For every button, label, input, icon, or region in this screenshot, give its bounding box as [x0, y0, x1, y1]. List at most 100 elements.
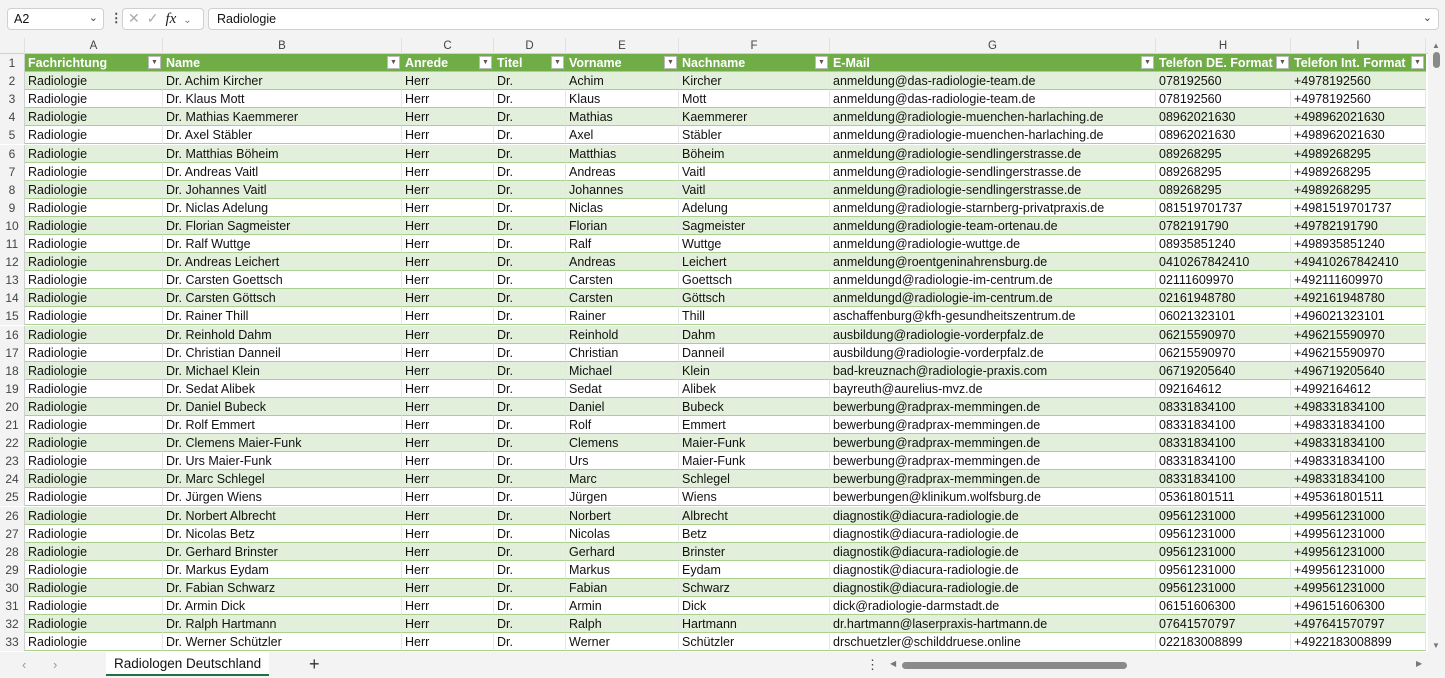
cell-nachname[interactable]: Alibek — [679, 379, 830, 398]
row-header[interactable]: 11 — [0, 235, 25, 254]
cell-nachname[interactable]: Klein — [679, 361, 830, 380]
cell-email[interactable]: dr.hartmann@laserpraxis-hartmann.de — [830, 615, 1156, 634]
cell-anrede[interactable]: Herr — [402, 524, 494, 543]
cell-telefon-de[interactable]: 09561231000 — [1156, 542, 1291, 561]
cell-vorname[interactable]: Mathias — [566, 108, 679, 127]
cell-telefon-int[interactable]: +4989268295 — [1291, 144, 1426, 163]
cell-anrede[interactable]: Herr — [402, 72, 494, 91]
cell-vorname[interactable]: Gerhard — [566, 542, 679, 561]
row-header[interactable]: 25 — [0, 488, 25, 507]
cell-email[interactable]: diagnostik@diacura-radiologie.de — [830, 506, 1156, 525]
cell-titel[interactable]: Dr. — [494, 216, 566, 235]
cell-name[interactable]: Dr. Reinhold Dahm — [163, 325, 402, 344]
cell-telefon-int[interactable]: +496215590970 — [1291, 343, 1426, 362]
column-header-a[interactable]: A — [25, 38, 163, 54]
cell-fachrichtung[interactable]: Radiologie — [25, 343, 163, 362]
cell-vorname[interactable]: Reinhold — [566, 325, 679, 344]
cell-fachrichtung[interactable]: Radiologie — [25, 216, 163, 235]
cell-nachname[interactable]: Mott — [679, 90, 830, 109]
filter-dropdown-icon[interactable]: ▼ — [148, 56, 161, 69]
cell-name[interactable]: Dr. Jürgen Wiens — [163, 488, 402, 507]
cell-titel[interactable]: Dr. — [494, 542, 566, 561]
cell-nachname[interactable]: Dahm — [679, 325, 830, 344]
cell-telefon-int[interactable]: +4989268295 — [1291, 180, 1426, 199]
cell-telefon-int[interactable]: +4992164612 — [1291, 379, 1426, 398]
cell-email[interactable]: anmeldung@roentgeninahrensburg.de — [830, 253, 1156, 272]
cell-name[interactable]: Dr. Werner Schützler — [163, 633, 402, 652]
cell-email[interactable]: anmeldung@radiologie-wuttge.de — [830, 235, 1156, 254]
cell-telefon-de[interactable]: 07641570797 — [1156, 615, 1291, 634]
cell-email[interactable]: anmeldung@radiologie-sendlingerstrasse.d… — [830, 162, 1156, 181]
cell-titel[interactable]: Dr. — [494, 180, 566, 199]
cell-name[interactable]: Dr. Johannes Vaitl — [163, 180, 402, 199]
cell-telefon-de[interactable]: 08331834100 — [1156, 452, 1291, 471]
cell-fachrichtung[interactable]: Radiologie — [25, 416, 163, 435]
cell-vorname[interactable]: Clemens — [566, 434, 679, 453]
column-header-b[interactable]: B — [163, 38, 402, 54]
cell-anrede[interactable]: Herr — [402, 198, 494, 217]
cell-titel[interactable]: Dr. — [494, 633, 566, 652]
row-header[interactable]: 10 — [0, 216, 25, 235]
row-header[interactable]: 27 — [0, 524, 25, 543]
cell-telefon-int[interactable]: +499561231000 — [1291, 578, 1426, 597]
cell-fachrichtung[interactable]: Radiologie — [25, 578, 163, 597]
cell-telefon-int[interactable]: +4978192560 — [1291, 90, 1426, 109]
cell-name[interactable]: Dr. Fabian Schwarz — [163, 578, 402, 597]
cell-nachname[interactable]: Kircher — [679, 72, 830, 91]
cell-nachname[interactable]: Stäbler — [679, 126, 830, 145]
cell-email[interactable]: diagnostik@diacura-radiologie.de — [830, 578, 1156, 597]
cell-name[interactable]: Dr. Armin Dick — [163, 597, 402, 616]
cell-titel[interactable]: Dr. — [494, 235, 566, 254]
cell-vorname[interactable]: Fabian — [566, 578, 679, 597]
cell-anrede[interactable]: Herr — [402, 379, 494, 398]
cell-nachname[interactable]: Albrecht — [679, 506, 830, 525]
cell-anrede[interactable]: Herr — [402, 633, 494, 652]
cell-telefon-int[interactable]: +498935851240 — [1291, 235, 1426, 254]
column-header-c[interactable]: C — [402, 38, 494, 54]
row-header[interactable]: 12 — [0, 253, 25, 272]
cell-nachname[interactable]: Maier-Funk — [679, 452, 830, 471]
filter-dropdown-icon[interactable]: ▼ — [664, 56, 677, 69]
cell-telefon-de[interactable]: 06215590970 — [1156, 325, 1291, 344]
header-cell-anrede[interactable]: Anrede ▼ — [402, 54, 494, 73]
cell-anrede[interactable]: Herr — [402, 434, 494, 453]
cell-titel[interactable]: Dr. — [494, 379, 566, 398]
row-header[interactable]: 32 — [0, 615, 25, 634]
cell-titel[interactable]: Dr. — [494, 253, 566, 272]
cell-telefon-de[interactable]: 06151606300 — [1156, 597, 1291, 616]
cell-anrede[interactable]: Herr — [402, 416, 494, 435]
cell-telefon-de[interactable]: 089268295 — [1156, 144, 1291, 163]
cell-telefon-de[interactable]: 089268295 — [1156, 162, 1291, 181]
cell-telefon-de[interactable]: 06215590970 — [1156, 343, 1291, 362]
cell-fachrichtung[interactable]: Radiologie — [25, 90, 163, 109]
cell-fachrichtung[interactable]: Radiologie — [25, 560, 163, 579]
cell-telefon-int[interactable]: +49782191790 — [1291, 216, 1426, 235]
cell-email[interactable]: bayreuth@aurelius-mvz.de — [830, 379, 1156, 398]
row-header[interactable]: 21 — [0, 416, 25, 435]
cell-nachname[interactable]: Wiens — [679, 488, 830, 507]
cell-vorname[interactable]: Niclas — [566, 198, 679, 217]
cell-email[interactable]: anmeldung@radiologie-muenchen-harlaching… — [830, 126, 1156, 145]
column-header-d[interactable]: D — [494, 38, 566, 54]
cell-telefon-de[interactable]: 078192560 — [1156, 72, 1291, 91]
row-header[interactable]: 15 — [0, 307, 25, 326]
cell-telefon-int[interactable]: +4981519701737 — [1291, 198, 1426, 217]
add-sheet-icon[interactable]: + — [309, 654, 320, 674]
cell-telefon-de[interactable]: 09561231000 — [1156, 506, 1291, 525]
cell-telefon-de[interactable]: 081519701737 — [1156, 198, 1291, 217]
filter-dropdown-icon[interactable]: ▼ — [479, 56, 492, 69]
cell-name[interactable]: Dr. Michael Klein — [163, 361, 402, 380]
row-header[interactable]: 13 — [0, 271, 25, 290]
filter-dropdown-icon[interactable]: ▼ — [1141, 56, 1154, 69]
cell-email[interactable]: ausbildung@radiologie-vorderpfalz.de — [830, 343, 1156, 362]
cell-telefon-de[interactable]: 08331834100 — [1156, 397, 1291, 416]
cell-telefon-de[interactable]: 089268295 — [1156, 180, 1291, 199]
cell-vorname[interactable]: Florian — [566, 216, 679, 235]
cell-titel[interactable]: Dr. — [494, 198, 566, 217]
cell-name[interactable]: Dr. Achim Kircher — [163, 72, 402, 91]
cell-telefon-de[interactable]: 02111609970 — [1156, 271, 1291, 290]
cell-fachrichtung[interactable]: Radiologie — [25, 108, 163, 127]
row-header[interactable]: 24 — [0, 470, 25, 489]
cell-nachname[interactable]: Vaitl — [679, 162, 830, 181]
